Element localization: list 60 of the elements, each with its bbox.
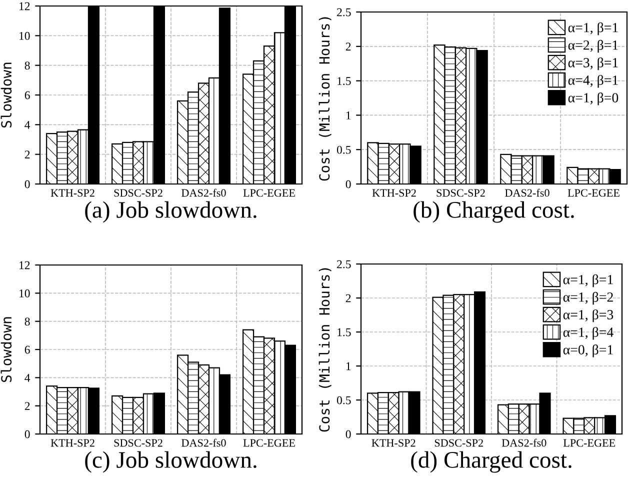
x-tick-label: KTH-SP2	[50, 189, 94, 197]
y-tick-label: 2.5	[337, 8, 351, 16]
legend-label: α=2, β=1	[568, 40, 618, 53]
legend-label: α=1, β=1	[563, 274, 613, 288]
y-tick-label: 2.5	[337, 260, 351, 268]
x-tick-label: DAS2-fs0	[182, 438, 226, 447]
x-tick-label: DAS2-fs0	[182, 188, 226, 197]
y-tick-label: 0	[24, 430, 30, 438]
text: (b) Charged cost.	[414, 201, 574, 223]
x-tick-label: SDSC-SP2	[114, 439, 162, 447]
legend-label: α=1, β=4	[563, 326, 614, 340]
y-tick-label: 4	[24, 120, 30, 129]
y-tick-label: 0	[346, 430, 351, 438]
x-tick-label: LPC-EGEE	[243, 439, 295, 447]
x-tick-label: LPC-EGEE	[563, 439, 616, 447]
x-tick-label: KTH-SP2	[372, 189, 416, 197]
y-tick-label: 2	[24, 150, 30, 158]
y-tick-label: 1	[346, 112, 351, 120]
y-tick-label: 0.5	[336, 146, 351, 154]
y-tick-label: 8	[24, 318, 30, 326]
y-axis-title: Cost (Million Hours)	[318, 17, 332, 181]
x-tick-label: DAS2-fs0	[502, 438, 546, 447]
legend-label: α=1, β=1	[568, 22, 618, 36]
legend-label: α=0, β=1	[563, 344, 613, 358]
text: (d) Charged cost.	[411, 451, 572, 473]
y-tick-label: 10	[20, 289, 30, 298]
y-tick-label: 1.5	[338, 77, 351, 86]
legend-label: α=1, β=3	[563, 309, 614, 322]
x-tick-label: KTH-SP2	[372, 439, 416, 447]
y-tick-label: 8	[24, 62, 30, 70]
y-tick-label: 1.5	[338, 328, 351, 336]
x-tick-label: SDSC-SP2	[434, 439, 483, 447]
legend-label: α=1, β=2	[563, 292, 613, 305]
y-tick-label: 0.5	[336, 396, 351, 404]
y-tick-label: 0	[346, 180, 351, 188]
y-axis-title: Slowdown	[0, 317, 12, 382]
y-tick-label: 10	[20, 32, 30, 40]
text: (c) Job slowdown.	[85, 451, 256, 473]
y-tick-label: 6	[24, 91, 30, 100]
x-tick-label: SDSC-SP2	[436, 189, 485, 197]
x-tick-label: LPC-EGEE	[243, 189, 295, 197]
legend-label: α=3, β=1	[568, 57, 618, 70]
y-tick-label: 1	[346, 362, 351, 370]
y-axis-title: Cost (Million Hours)	[318, 268, 332, 432]
x-tick-label: DAS2-fs0	[505, 188, 550, 197]
y-tick-label: 2	[346, 294, 351, 302]
y-tick-label: 12	[20, 261, 30, 270]
x-tick-label: SDSC-SP2	[114, 189, 162, 197]
y-tick-label: 6	[24, 346, 30, 354]
y-axis-title: Slowdown	[0, 62, 12, 128]
y-tick-label: 0	[24, 180, 30, 188]
y-tick-label: 2	[24, 402, 30, 410]
x-tick-label: LPC-EGEE	[568, 189, 620, 197]
x-tick-label: KTH-SP2	[50, 439, 94, 447]
legend-label: α=1, β=0	[568, 92, 618, 106]
y-tick-label: 4	[24, 374, 30, 382]
text: (a) Job slowdown.	[85, 201, 256, 223]
y-tick-label: 12	[20, 2, 30, 10]
legend-label: α=4, β=1	[568, 74, 618, 88]
y-tick-label: 2	[346, 42, 351, 50]
